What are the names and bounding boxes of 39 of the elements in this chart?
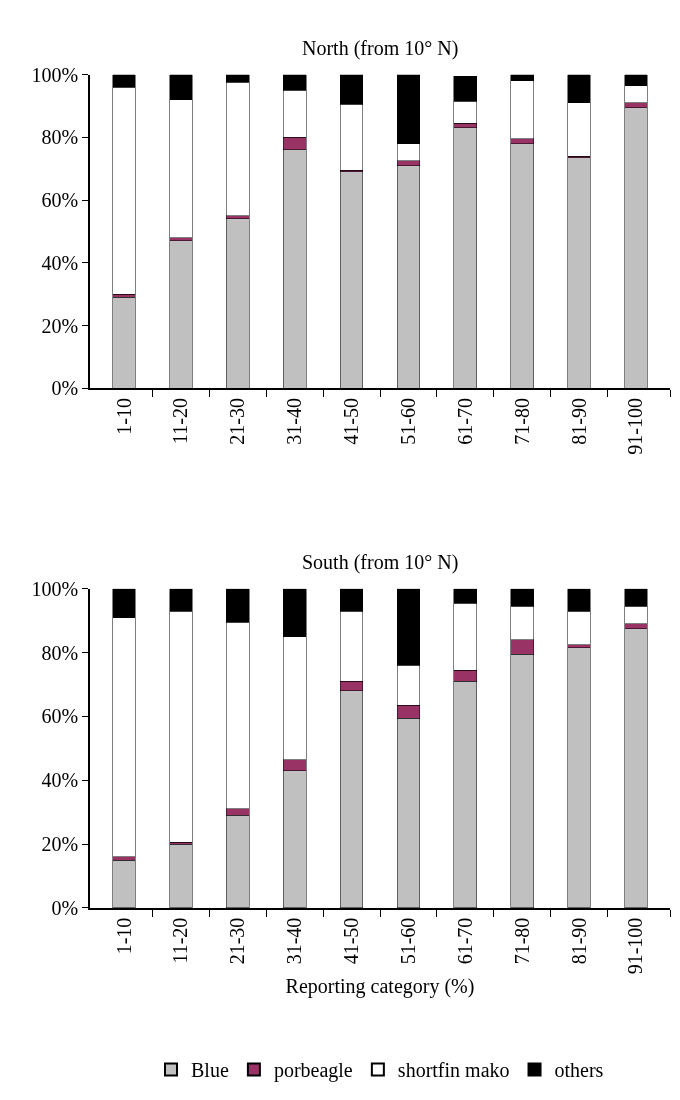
x-tick-label: 11-20 — [169, 398, 192, 444]
x-tick-label: 81-90 — [567, 917, 590, 965]
y-tick-label: 100% — [31, 63, 79, 86]
x-tick-label: 71-80 — [510, 917, 533, 965]
x-tick-label: 61-70 — [453, 917, 476, 965]
y-tick-label: 40% — [41, 769, 79, 792]
x-tick-label: 51-60 — [396, 917, 419, 965]
x-tick-label: 81-90 — [567, 398, 590, 445]
x-tick-label: 21-30 — [226, 917, 249, 965]
legend-label: others — [554, 1059, 604, 1082]
y-tick-label: 20% — [41, 833, 79, 856]
x-tick-label: 71-80 — [510, 398, 533, 445]
x-tick-label: 61-70 — [453, 398, 476, 445]
y-tick-label: 60% — [41, 189, 79, 212]
legend-label: porbeagle — [273, 1059, 353, 1083]
x-tick-label: 31-40 — [283, 398, 306, 445]
chart-title: South (from 10° N) — [302, 551, 459, 574]
y-tick-label: 60% — [41, 705, 79, 728]
x-axis-title: Reporting category (%) — [285, 975, 475, 999]
x-tick-label: 91-100 — [624, 398, 647, 455]
y-tick-label: 20% — [41, 314, 79, 337]
y-tick-label: 100% — [31, 577, 79, 600]
x-tick-label: 1-10 — [112, 917, 135, 955]
x-tick-label: 31-40 — [283, 917, 306, 965]
y-tick-label: 40% — [41, 251, 79, 274]
x-tick-label: 41-50 — [340, 398, 363, 445]
chart-title: North (from 10° N) — [302, 37, 459, 60]
y-tick-label: 0% — [51, 896, 79, 919]
y-tick-label: 80% — [41, 126, 79, 149]
y-tick-label: 0% — [51, 377, 79, 400]
x-tick-label: 21-30 — [226, 398, 249, 445]
legend-label: shortfin mako — [397, 1059, 510, 1082]
x-tick-label: 1-10 — [112, 398, 135, 435]
x-tick-label: 41-50 — [340, 917, 363, 965]
x-tick-label: 11-20 — [169, 917, 192, 964]
x-tick-label: 51-60 — [396, 398, 419, 445]
legend-label: Blue — [191, 1059, 229, 1082]
x-tick-label: 91-100 — [624, 917, 647, 975]
y-tick-label: 80% — [41, 641, 79, 664]
